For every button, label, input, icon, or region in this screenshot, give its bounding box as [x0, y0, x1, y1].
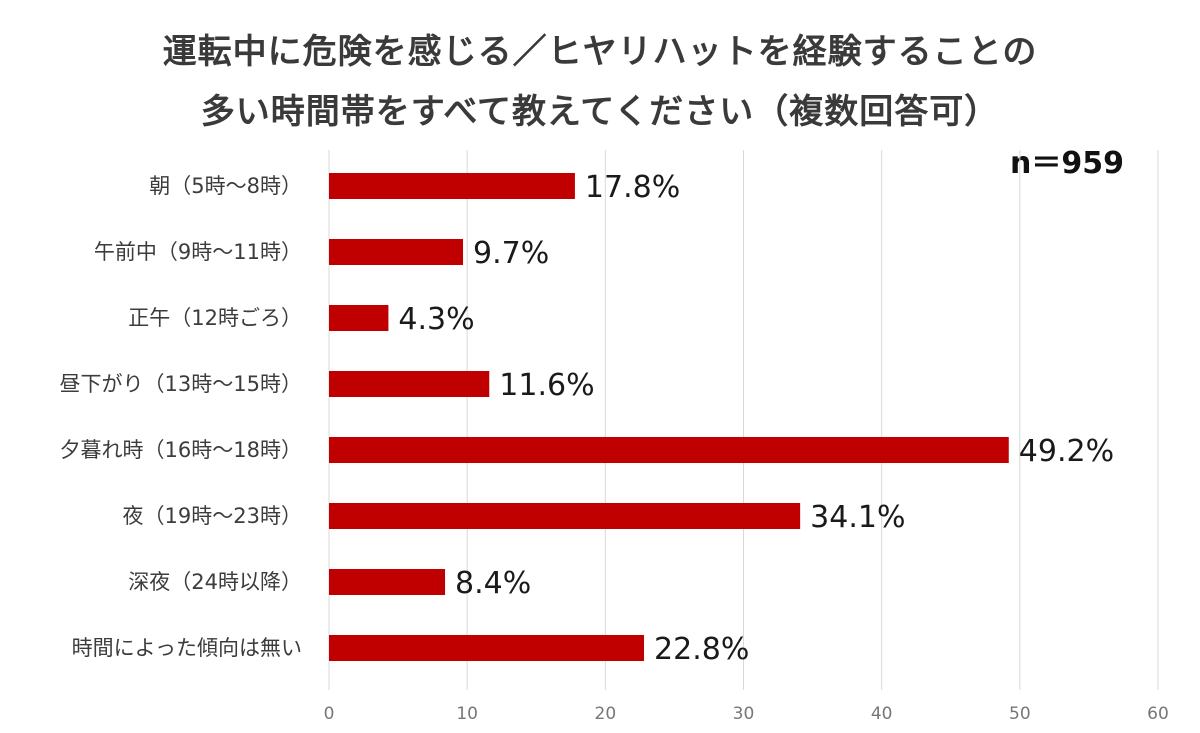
category-label: 時間によった傾向は無い: [72, 636, 302, 660]
bar: [329, 437, 1009, 463]
bar: [329, 305, 389, 331]
category-label: 午前中（9時～11時）: [94, 240, 302, 264]
category-label: 深夜（24時以降）: [128, 570, 302, 594]
category-label: 昼下がり（13時～15時）: [60, 372, 302, 396]
bars: [329, 173, 1009, 661]
bar-value-label: 9.7%: [473, 236, 549, 271]
bar-value-label: 4.3%: [398, 302, 474, 337]
x-tick-label: 50: [1009, 704, 1031, 724]
bar-value-label: 22.8%: [654, 632, 749, 667]
category-labels: 朝（5時～8時） 午前中（9時～11時） 正午（12時ごろ） 昼下がり（13時～15時…: [60, 174, 302, 660]
bar-value-label: 11.6%: [499, 368, 594, 403]
x-axis-tick-labels: 0 10 20 30 40 50 60: [324, 704, 1169, 724]
category-label: 夕暮れ時（16時～18時）: [60, 438, 302, 462]
value-labels: 17.8% 9.7% 4.3% 11.6% 49.2% 34.1% 8.4% 22.8%: [398, 170, 1114, 667]
bar-value-label: 34.1%: [810, 500, 905, 535]
bar: [329, 371, 490, 397]
bar: [329, 503, 801, 529]
x-tick-label: 40: [871, 704, 893, 724]
category-label: 夜（19時～23時）: [123, 504, 302, 528]
chart-title-line2: 多い時間帯をすべて教えてください（複数回答可）: [200, 92, 1000, 132]
category-label: 朝（5時～8時）: [149, 174, 302, 198]
bar: [329, 173, 575, 199]
x-tick-label: 0: [324, 704, 335, 724]
x-tick-label: 10: [456, 704, 478, 724]
x-tick-label: 30: [733, 704, 755, 724]
bar: [329, 635, 645, 661]
x-tick-label: 20: [595, 704, 617, 724]
sample-size-label: n＝959: [1010, 146, 1124, 181]
gridlines: [328, 150, 1159, 690]
bar-value-label: 8.4%: [455, 566, 531, 601]
category-label: 正午（12時ごろ）: [128, 306, 302, 330]
bar: [329, 239, 464, 265]
bar-value-label: 49.2%: [1019, 434, 1114, 469]
x-tick-label: 60: [1147, 704, 1169, 724]
bar-value-label: 17.8%: [585, 170, 680, 205]
bar: [329, 569, 446, 595]
chart-title-line1: 運転中に危険を感じる／ヒヤリハットを経験することの: [162, 32, 1038, 72]
